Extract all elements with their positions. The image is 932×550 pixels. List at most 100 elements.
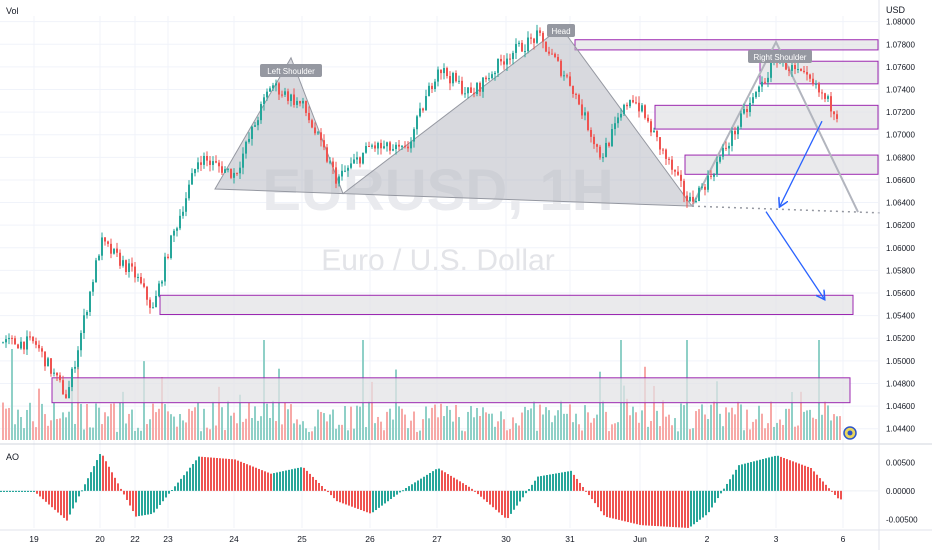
candle-body[interactable] xyxy=(77,350,79,367)
candle-body[interactable] xyxy=(455,73,457,82)
candle-body[interactable] xyxy=(710,175,712,177)
candle-body[interactable] xyxy=(446,68,448,77)
candle-body[interactable] xyxy=(680,174,682,181)
candle-body[interactable] xyxy=(620,113,622,118)
candle-body[interactable] xyxy=(557,56,559,61)
candle-body[interactable] xyxy=(626,104,628,107)
candle-body[interactable] xyxy=(800,69,802,71)
candle-body[interactable] xyxy=(827,96,829,99)
candle-body[interactable] xyxy=(185,198,187,212)
candle-body[interactable] xyxy=(716,161,718,175)
candle-body[interactable] xyxy=(644,105,646,118)
candle-body[interactable] xyxy=(647,117,649,122)
candle-body[interactable] xyxy=(119,252,121,266)
candle-body[interactable] xyxy=(506,58,508,65)
candle-body[interactable] xyxy=(428,85,430,97)
candle-body[interactable] xyxy=(662,149,664,151)
candle-body[interactable] xyxy=(737,126,739,135)
candle-body[interactable] xyxy=(638,102,640,112)
candle-body[interactable] xyxy=(623,104,625,114)
candle-body[interactable] xyxy=(80,333,82,351)
candle-body[interactable] xyxy=(605,142,607,158)
candle-body[interactable] xyxy=(242,153,244,168)
candle-body[interactable] xyxy=(68,387,70,399)
candle-body[interactable] xyxy=(719,156,721,162)
candle-body[interactable] xyxy=(53,372,55,374)
candle-body[interactable] xyxy=(575,93,577,95)
candle-body[interactable] xyxy=(212,161,214,165)
support-resistance-zone[interactable] xyxy=(574,39,879,51)
candle-body[interactable] xyxy=(320,132,322,141)
support-resistance-zone[interactable] xyxy=(654,104,879,130)
candle-body[interactable] xyxy=(107,241,109,244)
candle-body[interactable] xyxy=(179,215,181,229)
candle-body[interactable] xyxy=(761,81,763,87)
candle-body[interactable] xyxy=(461,80,463,94)
candle-body[interactable] xyxy=(65,394,67,399)
candle-body[interactable] xyxy=(284,91,286,95)
candle-body[interactable] xyxy=(740,113,742,127)
candle-body[interactable] xyxy=(596,144,598,147)
candle-body[interactable] xyxy=(551,53,553,55)
candle-body[interactable] xyxy=(413,129,415,142)
candle-body[interactable] xyxy=(59,375,61,381)
candle-body[interactable] xyxy=(101,237,103,256)
support-resistance-zone[interactable] xyxy=(159,294,854,315)
candle-body[interactable] xyxy=(209,160,211,165)
candle-body[interactable] xyxy=(272,85,274,89)
candle-body[interactable] xyxy=(71,368,73,388)
candle-body[interactable] xyxy=(350,163,352,168)
candle-body[interactable] xyxy=(821,92,823,94)
candle-body[interactable] xyxy=(38,344,40,349)
candle-body[interactable] xyxy=(548,51,550,54)
candle-body[interactable] xyxy=(755,91,757,98)
candle-body[interactable] xyxy=(341,170,343,177)
candle-body[interactable] xyxy=(20,341,22,349)
candle-body[interactable] xyxy=(713,174,715,177)
candle-body[interactable] xyxy=(464,93,466,95)
candle-body[interactable] xyxy=(344,170,346,172)
candle-body[interactable] xyxy=(419,108,421,117)
candle-body[interactable] xyxy=(401,145,403,147)
candle-body[interactable] xyxy=(833,111,835,115)
candle-body[interactable] xyxy=(308,112,310,121)
candle-body[interactable] xyxy=(128,263,130,273)
candle-body[interactable] xyxy=(167,256,169,258)
candle-body[interactable] xyxy=(698,187,700,202)
candle-body[interactable] xyxy=(200,162,202,165)
candle-body[interactable] xyxy=(569,76,571,86)
candle-layer[interactable] xyxy=(2,24,838,399)
candle-body[interactable] xyxy=(245,141,247,154)
candle-body[interactable] xyxy=(125,260,127,273)
candle-body[interactable] xyxy=(134,266,136,278)
candle-body[interactable] xyxy=(149,299,151,308)
candle-body[interactable] xyxy=(788,69,790,71)
right-shoulder-outline[interactable] xyxy=(691,39,859,213)
candle-body[interactable] xyxy=(836,114,838,119)
candle-body[interactable] xyxy=(653,130,655,133)
candle-body[interactable] xyxy=(113,248,115,254)
candle-body[interactable] xyxy=(389,142,391,151)
candle-body[interactable] xyxy=(26,336,28,350)
support-resistance-zone[interactable] xyxy=(51,377,851,404)
candle-body[interactable] xyxy=(287,91,289,101)
candle-body[interactable] xyxy=(584,112,586,116)
candle-body[interactable] xyxy=(218,162,220,167)
candle-body[interactable] xyxy=(728,145,730,149)
candle-body[interactable] xyxy=(410,141,412,149)
candle-body[interactable] xyxy=(377,142,379,149)
candle-body[interactable] xyxy=(509,58,511,60)
candle-body[interactable] xyxy=(296,100,298,105)
candle-body[interactable] xyxy=(356,157,358,160)
candle-body[interactable] xyxy=(812,78,814,84)
candle-body[interactable] xyxy=(689,196,691,202)
candle-body[interactable] xyxy=(14,338,16,345)
candle-body[interactable] xyxy=(176,228,178,231)
candle-body[interactable] xyxy=(92,282,94,292)
candle-body[interactable] xyxy=(563,75,565,77)
candle-body[interactable] xyxy=(74,366,76,369)
candle-body[interactable] xyxy=(329,161,331,163)
candle-body[interactable] xyxy=(17,344,19,349)
candle-body[interactable] xyxy=(491,74,493,79)
candle-body[interactable] xyxy=(368,146,370,148)
